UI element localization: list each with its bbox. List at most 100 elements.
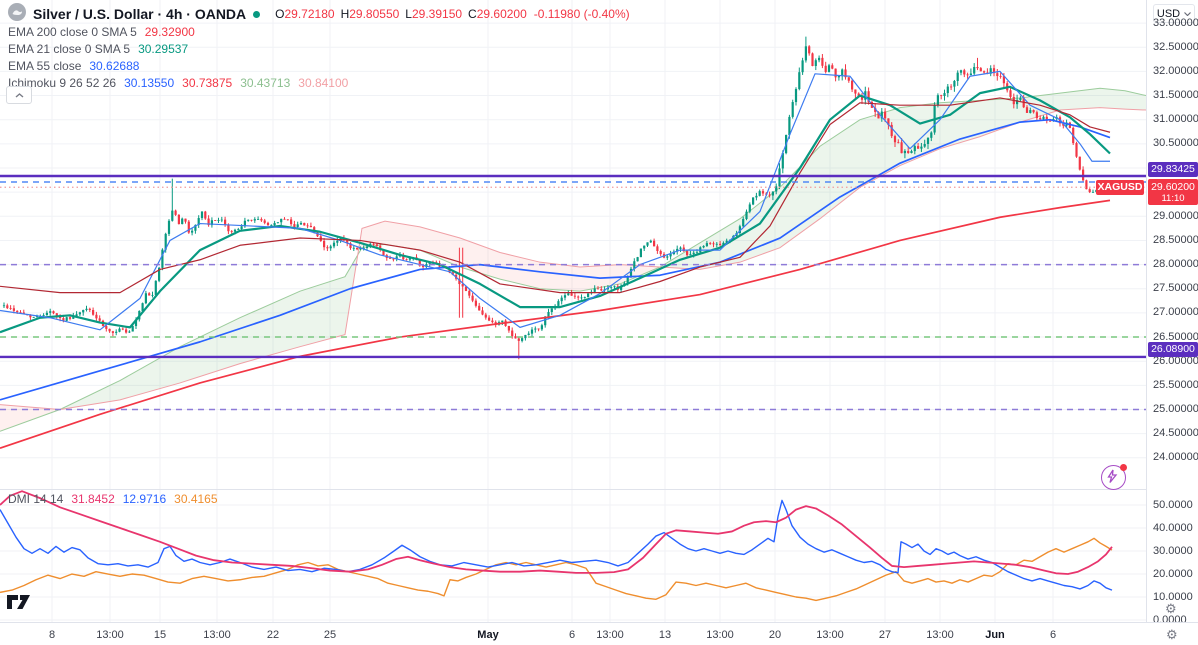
symbol-price-badge: XAGUSD [1096,180,1144,195]
dmi-tick: 10.0000 [1153,590,1193,603]
time-tick: 13:00 [203,629,231,641]
dmi-tick: 20.0000 [1153,567,1193,580]
current-price-tag: 29.60200 11:10 [1148,179,1198,205]
dmi-tick: 40.0000 [1153,521,1193,534]
ichimoku-spana-value: 30.43713 [240,76,291,90]
ichimoku-spanb-value: 30.84100 [298,76,349,90]
time-tick: 8 [48,629,56,641]
chart-header: Silver / U.S. Dollar · 4h · OANDA O29.72… [8,2,630,26]
ema55-value: 30.62688 [89,59,140,73]
price-tick: 31.50000 [1153,89,1198,102]
market-status-dot[interactable] [253,10,261,18]
ichimoku-base-value: 30.73875 [182,76,233,90]
legend-row-ema55[interactable]: EMA 55 close 30.62688 [8,58,139,74]
lightning-bolt-icon [1107,469,1118,483]
price-tick: 26.00000 [1153,354,1198,367]
dmi-plus-di-line[interactable] [0,499,1113,591]
level-price-tag-upper: 29.83425 [1148,162,1198,177]
price-tick: 28.50000 [1153,233,1198,246]
price-tick: 30.50000 [1153,137,1198,150]
base-line[interactable] [0,97,1111,294]
price-tick: 27.50000 [1153,282,1198,295]
legend-row-dmi[interactable]: DMI 14 14 31.8452 12.9716 30.4165 [8,491,218,507]
time-tick: 13 [658,629,672,641]
time-tick: 6 [568,629,576,641]
currency-label: USD [1156,7,1181,20]
price-tick: 24.00000 [1153,451,1198,464]
ema55-line[interactable] [0,118,1111,401]
time-tick: 13:00 [706,629,734,641]
dmi-plus-di-value: 12.9716 [122,492,167,506]
price-tick: 33.00000 [1153,16,1198,29]
main-pane [0,36,1146,449]
time-tick: 27 [878,629,892,641]
silver-symbol-icon[interactable] [8,2,26,26]
tradingview-logo[interactable] [6,592,32,615]
chevron-up-icon [15,92,23,98]
ema21-line[interactable] [0,85,1111,334]
ichimoku-conversion-value: 30.13550 [124,76,175,90]
dmi-minus-di-line[interactable] [0,537,1113,602]
ichimoku-label: Ichimoku 9 26 52 26 [8,76,117,90]
ohlc-values: O29.72180 H29.80550 L29.39150 C29.60200 [275,7,527,21]
ohlc-value: 29.60200 [476,7,527,21]
legend-row-ema21[interactable]: EMA 21 close 0 SMA 5 30.29537 [8,41,188,57]
legend-collapse-button[interactable] [6,86,32,104]
time-tick: 22 [266,629,280,641]
ohlc-key: H [340,7,350,21]
time-tick: 13:00 [926,629,954,641]
price-tick: 25.50000 [1153,378,1198,391]
symbol-title[interactable]: Silver / U.S. Dollar · 4h · OANDA [33,6,247,22]
price-tick: 32.50000 [1153,40,1198,53]
price-axis[interactable]: USD 33.00000 32.50000 32.00000 31.50000 31.0… [1146,0,1198,645]
ohlc-value: 29.39150 [411,7,463,21]
instant-trading-button[interactable] [1101,464,1127,490]
price-change: -0.11980 (-0.40%) [533,7,630,21]
price-tick: 32.00000 [1153,64,1198,77]
grid-layer [0,0,1146,622]
ohlc-key: L [405,7,412,21]
dmi-tick: 30.0000 [1153,544,1193,557]
dmi-adx-value: 31.8452 [71,492,115,506]
time-scale-gear-icon[interactable]: ⚙ [1166,627,1178,642]
ema200-label: EMA 200 close 0 SMA 5 [8,25,137,39]
price-tick: 25.00000 [1153,402,1198,415]
dmi-minus-di-value: 30.4165 [174,492,218,506]
time-tick: 6 [1049,629,1057,641]
dmi-tick: 50.0000 [1153,498,1193,511]
ohlc-key: O [275,7,285,21]
ohlc-value: 29.72180 [284,7,335,21]
level-price-tag-lower: 26.08900 [1148,342,1198,357]
legend-row-ichimoku[interactable]: Ichimoku 9 26 52 26 30.13550 30.73875 30… [8,75,348,91]
chevron-down-icon [1184,11,1192,16]
ema21-label: EMA 21 close 0 SMA 5 [8,42,131,56]
ema55-label: EMA 55 close [8,59,82,73]
time-tick: 20 [768,629,782,641]
dmi-label: DMI 14 14 [8,492,64,506]
price-tick: 31.00000 [1153,113,1198,126]
price-tick: 26.50000 [1153,330,1198,343]
time-tick: May [477,629,499,641]
time-axis[interactable]: 8 13:00 15 13:00 22 25 May 6 13:00 13 13:00 20 13:00… [0,622,1198,645]
dmi-adx-line[interactable] [0,490,1113,575]
ema200-line[interactable] [0,199,1111,449]
ohlc-key: C [468,7,477,21]
ema21-value: 30.29537 [138,42,189,56]
time-tick: 13:00 [96,629,124,641]
current-price-value: 29.60200 [1151,181,1195,193]
bar-countdown: 11:10 [1161,193,1185,204]
price-tick: 28.00000 [1153,258,1198,271]
time-tick: Jun [985,629,1005,641]
ohlc-value: 29.80550 [349,7,400,21]
time-tick: 25 [323,629,337,641]
legend-row-ema200[interactable]: EMA 200 close 0 SMA 5 29.32900 [8,24,195,40]
time-tick: 13:00 [816,629,844,641]
time-tick: 13:00 [596,629,624,641]
dmi-pane [0,490,1113,602]
tradingview-logo-icon [7,595,30,609]
currency-dropdown[interactable]: USD [1153,4,1195,23]
price-scale-gear-icon[interactable]: ⚙ [1165,601,1177,616]
ichimoku-spanA-line [0,87,1146,432]
